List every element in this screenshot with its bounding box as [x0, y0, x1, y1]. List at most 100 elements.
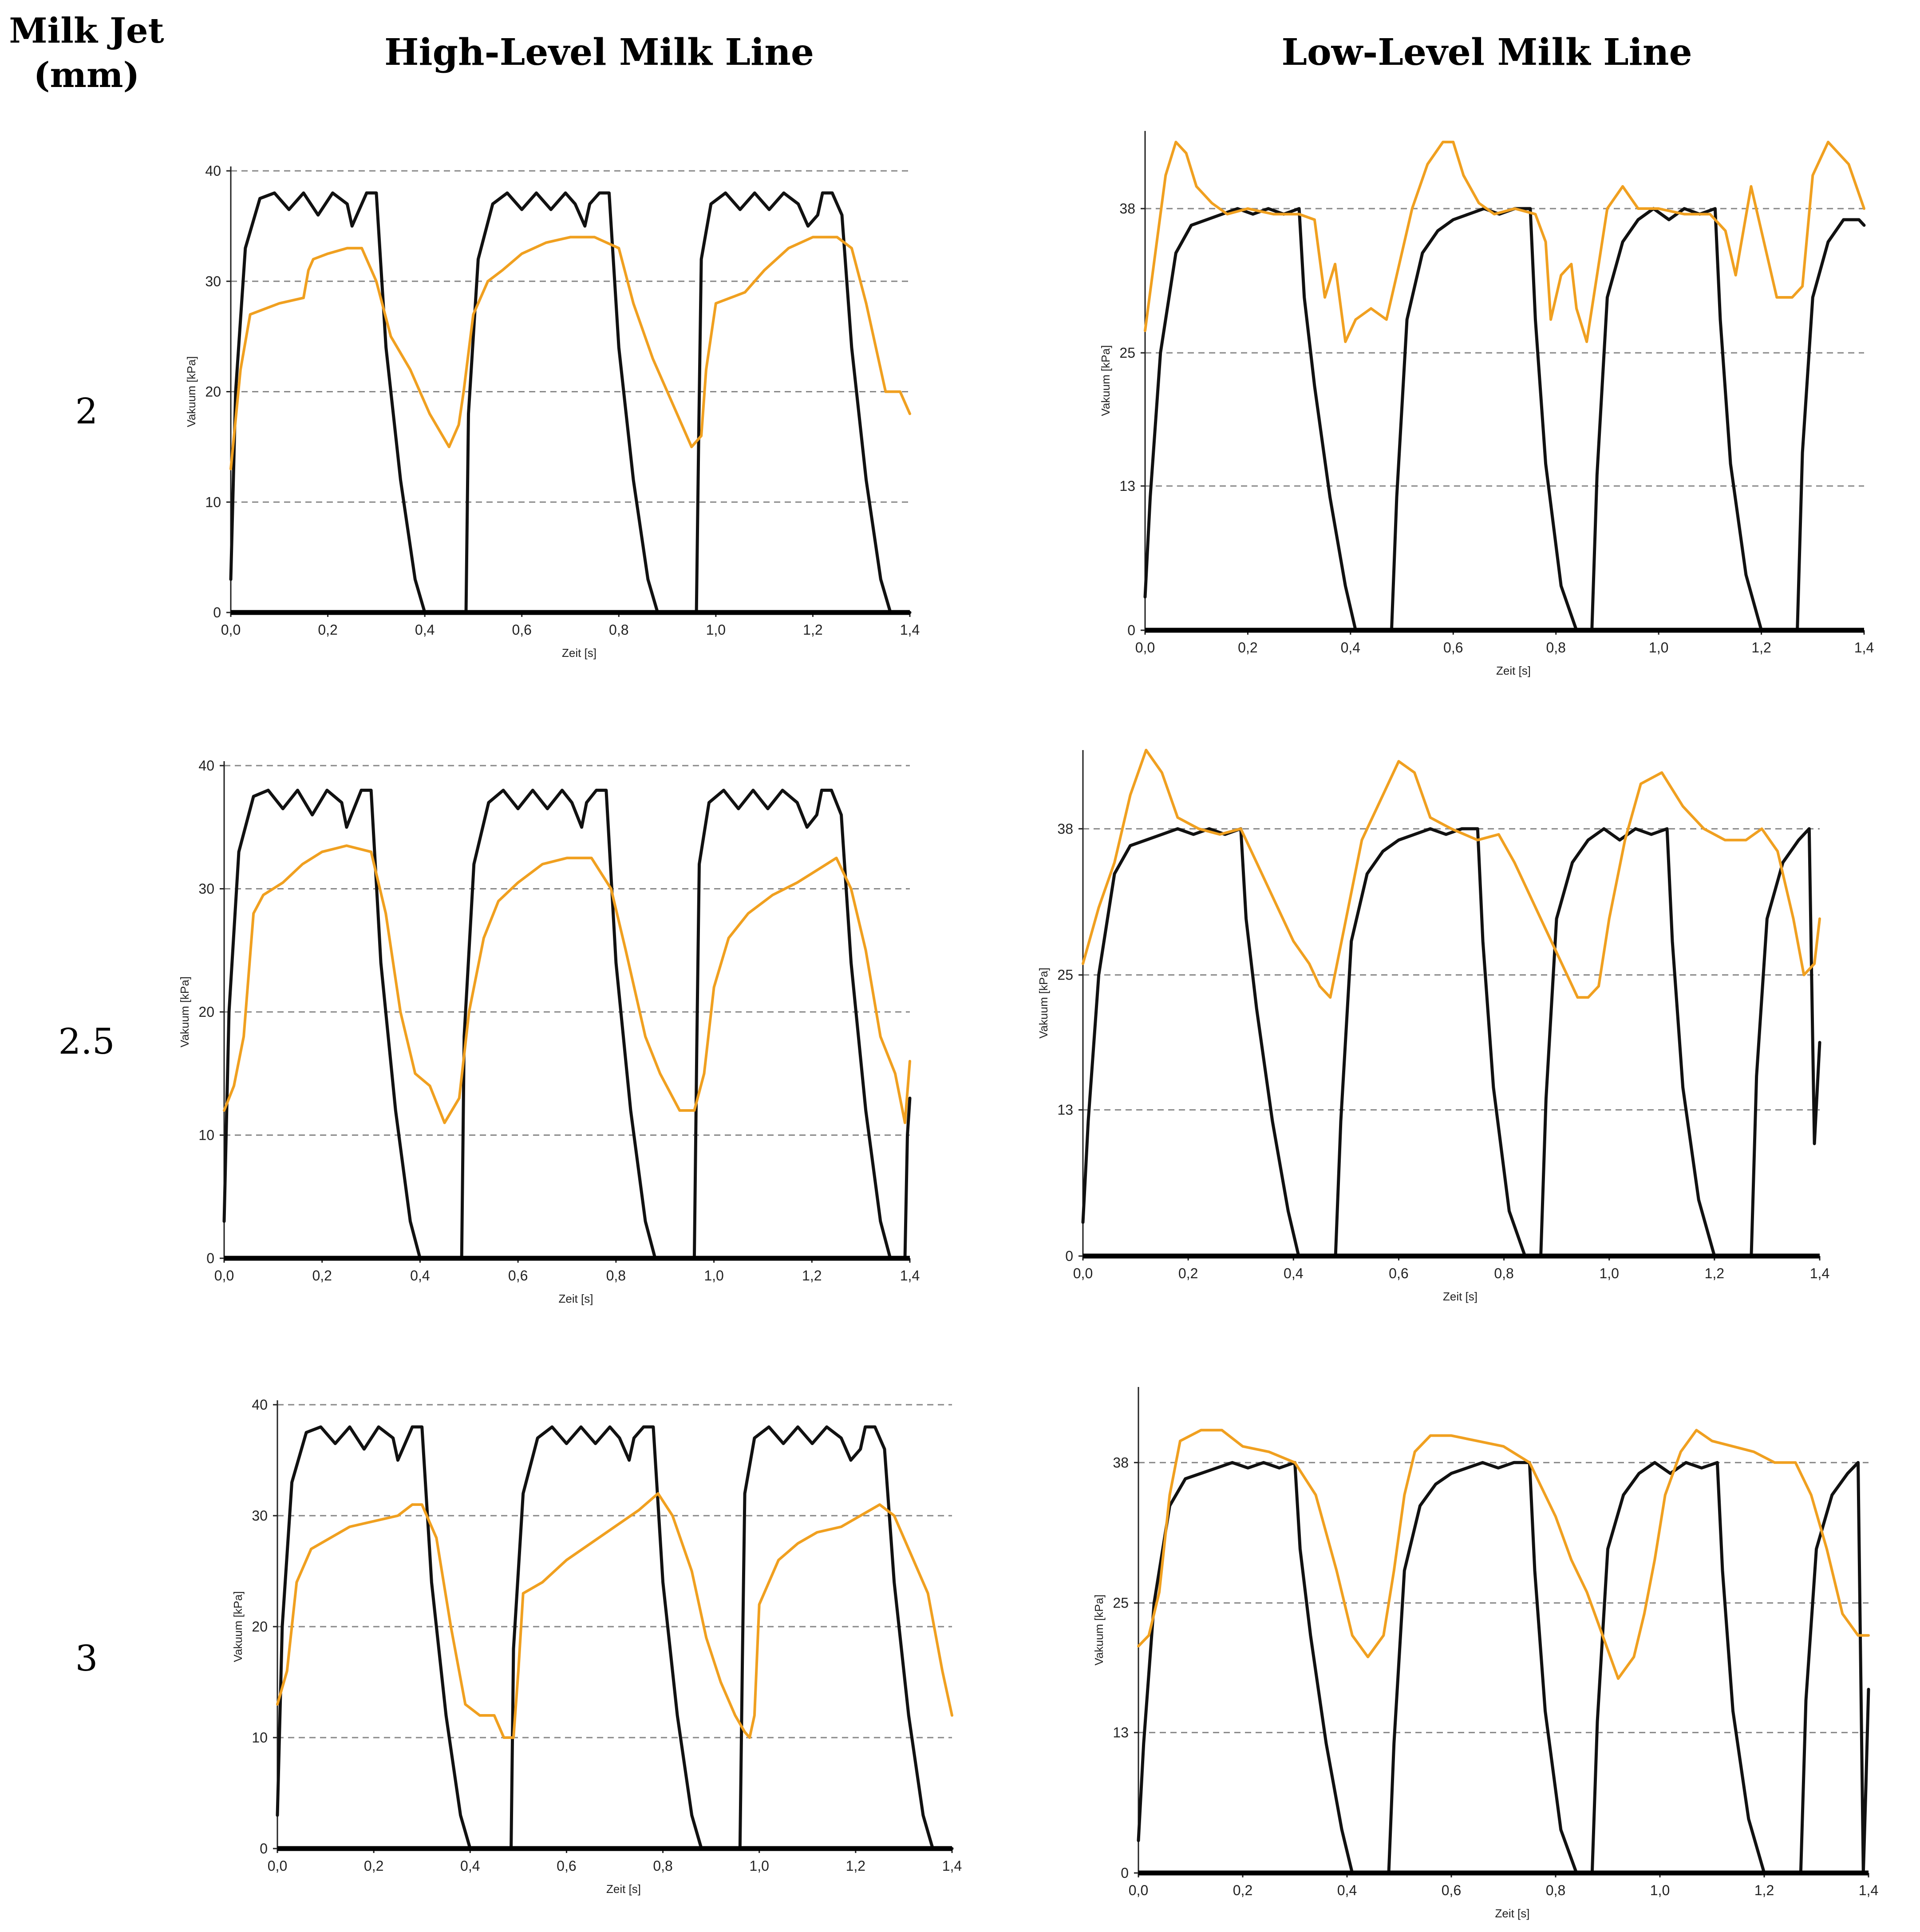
ytick-label-low-2.5-3: 38 — [1057, 821, 1073, 837]
ytick-label-high-2.5-0: 0 — [206, 1250, 214, 1266]
series-black-low-2.5 — [1081, 827, 1821, 1258]
series-black-high-3 — [276, 1425, 954, 1850]
ytick-label-low-2.5-1: 13 — [1057, 1102, 1073, 1118]
ytick-label-high-2.5-1: 10 — [198, 1127, 214, 1143]
ytick-label-low-2.5-0: 0 — [1065, 1248, 1073, 1264]
xlabel-low-2: Zeit [s] — [1496, 664, 1531, 677]
ytick-label-low-2-3: 38 — [1119, 201, 1135, 217]
ytick-label-low-3-1: 13 — [1113, 1725, 1129, 1741]
xlabel-high-3: Zeit [s] — [606, 1882, 641, 1896]
ytick-label-high-3-1: 10 — [252, 1730, 268, 1746]
ylabel-high-2.5: Vakuum [kPa] — [178, 976, 191, 1047]
xtick-label-low-2.5-1: 0,2 — [1178, 1265, 1198, 1281]
series-orange-low-3 — [1137, 1429, 1870, 1680]
xtick-label-high-2.5-4: 0,8 — [606, 1268, 626, 1284]
xtick-label-high-2-4: 0,8 — [609, 622, 628, 638]
xtick-label-low-2-0: 0,0 — [1135, 640, 1155, 656]
ytick-label-low-3-2: 25 — [1113, 1595, 1129, 1611]
xtick-label-high-2.5-5: 1,0 — [704, 1268, 723, 1284]
series-black-low-3 — [1137, 1461, 1870, 1875]
xtick-label-low-3-5: 1,0 — [1650, 1882, 1670, 1898]
xtick-label-high-2-6: 1,2 — [803, 622, 822, 638]
xtick-label-high-3-7: 1,4 — [942, 1858, 962, 1874]
xtick-label-high-3-0: 0,0 — [268, 1858, 287, 1874]
xtick-label-low-2-3: 0,6 — [1443, 640, 1463, 656]
ytick-label-high-3-0: 0 — [260, 1841, 268, 1857]
xtick-label-high-3-5: 1,0 — [749, 1858, 769, 1874]
xlabel-high-2.5: Zeit [s] — [558, 1292, 593, 1305]
column-header-low-level: Low-Level Milk Line — [1281, 31, 1692, 74]
ytick-label-high-3-3: 30 — [252, 1508, 268, 1524]
xtick-label-low-2.5-5: 1,0 — [1599, 1265, 1619, 1281]
xlabel-high-2: Zeit [s] — [562, 646, 597, 660]
xtick-label-high-2-5: 1,0 — [706, 622, 726, 638]
ytick-label-high-2-4: 40 — [205, 163, 221, 179]
row-label-title-line2: (mm) — [33, 55, 140, 95]
series-orange-low-2 — [1144, 141, 1865, 343]
xtick-label-high-2.5-0: 0,0 — [214, 1268, 234, 1284]
ytick-label-high-2-2: 20 — [205, 384, 221, 400]
chart-low-3: 0 13 25 38 0,0 0,2 0,4 0,6 0,8 1,0 1,2 1,4 Zeit [s] V… — [1092, 1387, 1878, 1920]
xtick-label-low-2-1: 0,2 — [1238, 640, 1257, 656]
xtick-label-high-2-0: 0,0 — [221, 622, 241, 638]
chart-low-2.5: 0 13 25 38 0,0 0,2 0,4 0,6 0,8 1,0 1,2 1,4 Zeit [s] V… — [1037, 749, 1829, 1303]
xtick-label-low-2.5-4: 0,8 — [1494, 1265, 1513, 1281]
xtick-label-low-2-7: 1,4 — [1854, 640, 1874, 656]
xtick-label-low-3-7: 1,4 — [1859, 1882, 1878, 1898]
xtick-label-high-2-1: 0,2 — [318, 622, 337, 638]
ytick-label-low-2-1: 13 — [1119, 478, 1135, 494]
xtick-label-high-2.5-6: 1,2 — [802, 1268, 822, 1284]
xtick-label-low-2-4: 0,8 — [1546, 640, 1565, 656]
row-label-3: 3 — [75, 1638, 98, 1679]
xtick-label-high-3-3: 0,6 — [557, 1858, 576, 1874]
ytick-label-high-3-2: 20 — [252, 1619, 268, 1635]
xlabel-low-2.5: Zeit [s] — [1443, 1290, 1478, 1303]
xtick-label-high-3-1: 0,2 — [364, 1858, 383, 1874]
xtick-label-low-3-0: 0,0 — [1129, 1882, 1148, 1898]
ytick-label-low-2-0: 0 — [1127, 622, 1135, 638]
xtick-label-low-2.5-6: 1,2 — [1705, 1265, 1724, 1281]
series-orange-high-2.5 — [223, 844, 911, 1124]
ytick-label-high-2-1: 10 — [205, 494, 221, 510]
xtick-label-low-2.5-0: 0,0 — [1073, 1265, 1093, 1281]
xtick-label-low-2-2: 0,4 — [1341, 640, 1360, 656]
xtick-label-high-2.5-2: 0,4 — [410, 1268, 430, 1284]
ylabel-low-2.5: Vakuum [kPa] — [1037, 968, 1050, 1039]
ytick-label-high-2-0: 0 — [213, 604, 221, 620]
xtick-label-low-2-6: 1,2 — [1751, 640, 1771, 656]
chart-high-3: 0 10 20 30 40 0,0 0,2 0,4 0,6 0,8 1,0 1,2 1,4 Zeit [s… — [231, 1397, 962, 1896]
xtick-label-low-3-2: 0,4 — [1337, 1882, 1357, 1898]
series-orange-high-2 — [229, 236, 911, 470]
ytick-label-high-2.5-4: 40 — [198, 758, 214, 774]
column-header-high-level: High-Level Milk Line — [384, 31, 814, 74]
row-label-2-5: 2.5 — [58, 1021, 115, 1062]
series-orange-low-2.5 — [1082, 749, 1821, 999]
chart-high-2.5: 0 10 20 30 40 0,0 0,2 0,4 0,6 0,8 1,0 1,2 1,4 Zeit [s… — [178, 758, 920, 1305]
xtick-label-high-3-6: 1,2 — [846, 1858, 865, 1874]
xtick-label-high-2.5-3: 0,6 — [508, 1268, 528, 1284]
ylabel-high-2: Vakuum [kPa] — [185, 356, 198, 427]
xtick-label-low-3-1: 0,2 — [1233, 1882, 1252, 1898]
series-black-high-2.5 — [222, 789, 912, 1260]
xtick-label-high-2.5-7: 1,4 — [900, 1268, 920, 1284]
ytick-label-low-2-2: 25 — [1119, 345, 1135, 361]
xtick-label-low-2-5: 1,0 — [1649, 640, 1668, 656]
xtick-label-low-2.5-7: 1,4 — [1810, 1265, 1829, 1281]
ytick-label-low-2.5-2: 25 — [1057, 967, 1073, 983]
series-orange-high-3 — [276, 1492, 953, 1739]
ytick-label-high-3-4: 40 — [252, 1397, 268, 1413]
xtick-label-high-2-7: 1,4 — [900, 622, 920, 638]
xlabel-low-3: Zeit [s] — [1495, 1907, 1529, 1920]
xtick-label-high-2.5-1: 0,2 — [312, 1268, 332, 1284]
xtick-label-low-3-6: 1,2 — [1754, 1882, 1774, 1898]
ytick-label-high-2.5-3: 30 — [198, 881, 214, 897]
series-black-low-2 — [1143, 207, 1866, 632]
xtick-label-high-2-2: 0,4 — [415, 622, 435, 638]
xtick-label-high-3-2: 0,4 — [460, 1858, 480, 1874]
xtick-label-low-3-3: 0,6 — [1442, 1882, 1461, 1898]
xtick-label-low-3-4: 0,8 — [1546, 1882, 1565, 1898]
chart-high-2: 0 10 20 30 40 0,0 0,2 0,4 0,6 0,8 1,0 1,2 1,4 Zeit [s… — [185, 163, 920, 660]
xtick-label-high-2-3: 0,6 — [512, 622, 531, 638]
ytick-label-low-3-0: 0 — [1121, 1865, 1129, 1881]
